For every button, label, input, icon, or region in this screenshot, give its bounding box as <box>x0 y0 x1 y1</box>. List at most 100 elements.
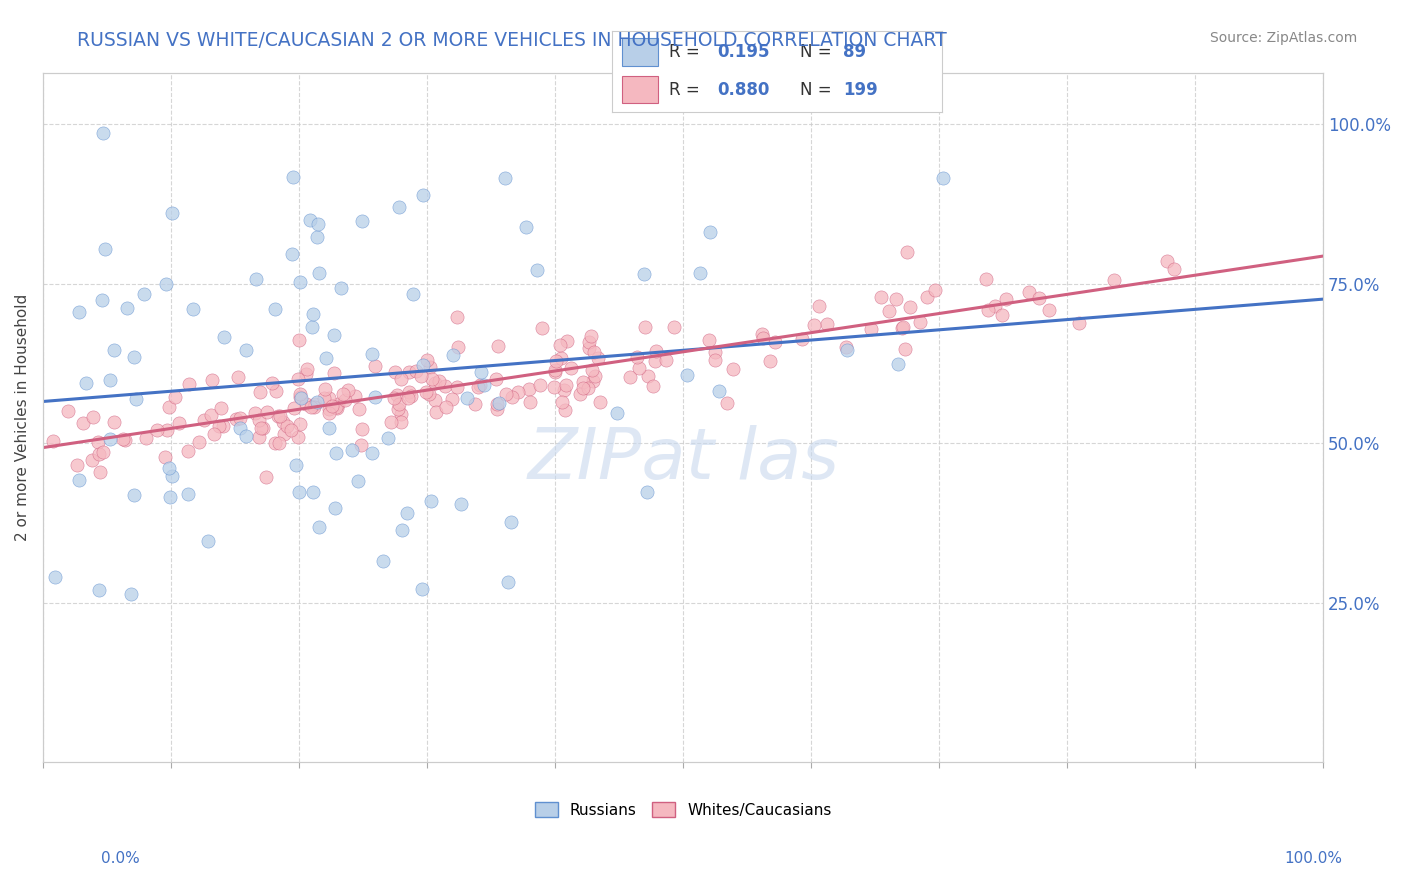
Point <box>156 423 179 437</box>
Point <box>869 290 891 304</box>
Point <box>308 520 330 534</box>
Point <box>122 488 145 502</box>
Point <box>418 387 440 401</box>
Point <box>82 452 104 467</box>
Point <box>388 200 411 214</box>
Point <box>98 373 121 387</box>
Point <box>245 406 267 420</box>
Point <box>405 364 427 378</box>
Point <box>519 395 541 409</box>
Point <box>305 229 328 244</box>
Point <box>235 429 257 443</box>
Point <box>295 367 318 381</box>
Point <box>298 213 321 227</box>
Point <box>280 423 302 437</box>
Point <box>441 348 464 362</box>
Point <box>402 286 425 301</box>
Point <box>72 416 94 430</box>
Point <box>307 217 329 231</box>
Point <box>89 465 111 479</box>
Point <box>447 340 470 354</box>
Point <box>162 469 184 483</box>
Point <box>91 445 114 459</box>
Point <box>815 317 838 331</box>
Point <box>252 420 274 434</box>
Point <box>697 333 720 347</box>
Point <box>877 303 900 318</box>
Text: 0.880: 0.880 <box>717 81 769 99</box>
Point <box>655 353 678 368</box>
Point <box>267 409 290 423</box>
Point <box>908 315 931 329</box>
Point <box>707 384 730 399</box>
Legend: Russians, Whites/Caucasians: Russians, Whites/Caucasians <box>529 796 838 823</box>
Point <box>751 327 773 342</box>
Text: 0.195: 0.195 <box>717 43 770 61</box>
Point <box>560 360 582 375</box>
Point <box>468 377 491 392</box>
Point <box>350 438 373 452</box>
Point <box>572 381 595 395</box>
Point <box>752 331 775 345</box>
Point <box>581 363 603 377</box>
Point <box>155 277 177 292</box>
Point <box>326 396 349 410</box>
Point <box>315 351 337 365</box>
Point <box>67 473 90 487</box>
Text: RUSSIAN VS WHITE/CAUCASIAN 2 OR MORE VEHICLES IN HOUSEHOLD CORRELATION CHART: RUSSIAN VS WHITE/CAUCASIAN 2 OR MORE VEH… <box>77 31 948 50</box>
Point <box>336 383 359 397</box>
Point <box>446 380 468 394</box>
Text: 0.0%: 0.0% <box>101 851 141 865</box>
Point <box>288 387 311 401</box>
Point <box>412 358 434 372</box>
Point <box>287 372 309 386</box>
Point <box>619 370 641 384</box>
Point <box>318 401 340 416</box>
Point <box>181 301 204 316</box>
Point <box>1038 303 1060 318</box>
Point <box>974 272 997 286</box>
Point <box>75 376 97 391</box>
Point <box>676 368 699 383</box>
Point <box>641 378 664 392</box>
Point <box>485 397 508 411</box>
Point <box>117 301 139 315</box>
Point <box>177 377 200 392</box>
Point <box>1163 262 1185 277</box>
Point <box>225 411 247 425</box>
Point <box>153 450 176 464</box>
Point <box>1028 291 1050 305</box>
Point <box>425 405 447 419</box>
Point <box>689 267 711 281</box>
Point <box>335 392 357 407</box>
Point <box>893 319 915 334</box>
Point <box>388 397 411 411</box>
Point <box>201 373 224 387</box>
Point <box>384 365 406 379</box>
Point <box>165 390 187 404</box>
Point <box>299 400 322 414</box>
Text: N =: N = <box>800 43 837 61</box>
Point <box>924 283 946 297</box>
Point <box>297 361 319 376</box>
Point <box>389 407 412 421</box>
Point <box>228 421 250 435</box>
Point <box>193 412 215 426</box>
Point <box>363 390 385 404</box>
Point <box>495 387 517 401</box>
Point <box>377 431 399 445</box>
Point <box>589 395 612 409</box>
Point <box>229 410 252 425</box>
Point <box>932 171 955 186</box>
Point <box>543 380 565 394</box>
Point <box>322 366 344 380</box>
Point <box>886 357 908 371</box>
Point <box>288 333 311 347</box>
Point <box>550 395 572 409</box>
Point <box>569 387 592 401</box>
Point <box>544 363 567 377</box>
Point <box>352 422 374 436</box>
Point <box>302 307 325 321</box>
Point <box>699 225 721 239</box>
Point <box>488 396 510 410</box>
